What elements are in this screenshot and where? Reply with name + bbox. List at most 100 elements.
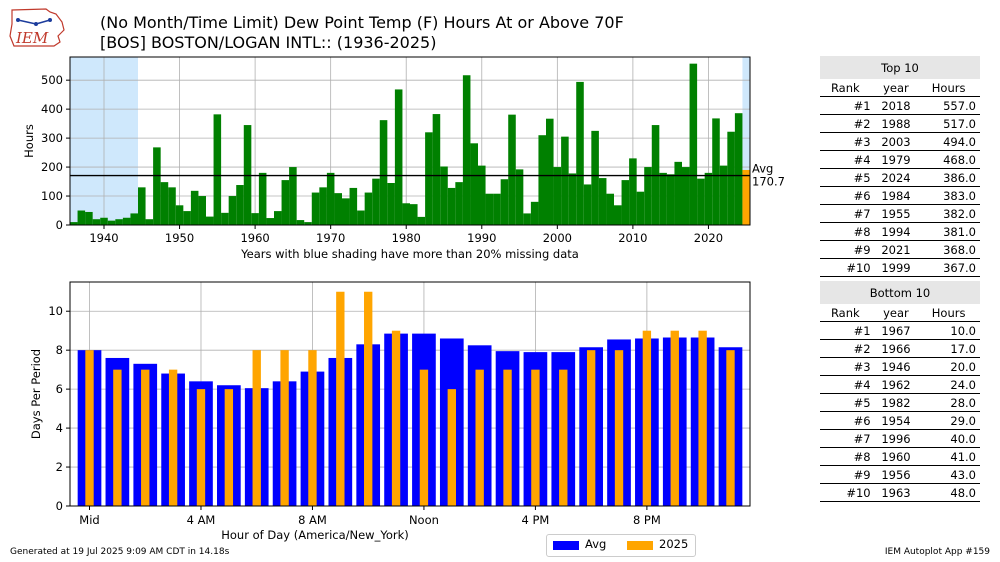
year-bar: [470, 143, 478, 225]
year-bar: [175, 205, 184, 225]
legend-current-swatch: [627, 541, 653, 550]
table-cell: 41.0: [921, 447, 980, 466]
table-cell: 2018: [870, 96, 922, 115]
x-tick-label: 1940: [89, 231, 118, 245]
year-bar: [606, 193, 614, 225]
year-bar: [493, 193, 501, 225]
table-cell: 1946: [870, 357, 922, 376]
current-year-bar: [531, 369, 540, 506]
avg-bar: [105, 357, 130, 506]
year-bar: [153, 147, 161, 225]
table-cell: 28.0: [921, 393, 980, 412]
year-bar: [160, 182, 169, 225]
chart-subtitle: [BOS] BOSTON/LOGAN INTL:: (1936-2025): [100, 33, 437, 52]
year-bar: [274, 211, 282, 225]
table-cell: 17.0: [921, 339, 980, 358]
year-bar: [198, 196, 206, 225]
y-tick-label: 300: [41, 131, 63, 145]
x-tick-label: 2000: [543, 231, 572, 245]
year-bar: [591, 130, 599, 225]
table-cell: #2: [820, 114, 871, 133]
current-year-bar: [503, 369, 512, 506]
current-year-bar: [447, 389, 456, 506]
iem-logo: IEM: [9, 8, 65, 47]
year-bar: [636, 191, 645, 225]
table-cell: 1984: [870, 186, 922, 205]
avg-bar: [272, 381, 297, 506]
year-bar: [689, 63, 698, 226]
year-bar: [546, 118, 554, 225]
table-cell: #4: [820, 150, 871, 169]
table-cell: #8: [820, 447, 871, 466]
avg-bar: [189, 381, 213, 506]
table-cell: 40.0: [921, 429, 980, 448]
year-bar: [266, 218, 274, 225]
chart-title: (No Month/Time Limit) Dew Point Temp (F)…: [100, 13, 624, 32]
top10-column-header: year: [870, 79, 922, 97]
table-cell: #6: [820, 411, 871, 430]
current-year-bar: [726, 350, 735, 506]
year-bar: [364, 192, 373, 225]
year-bar: [107, 220, 116, 225]
avg-bar: [300, 371, 325, 506]
current-year-bar: [364, 291, 373, 506]
current-year-bar: [85, 350, 94, 506]
y-tick-label: 10: [48, 304, 63, 318]
year-bar: [387, 183, 395, 225]
year-bar: [183, 211, 191, 225]
avg-bar: [384, 333, 408, 506]
table-cell: #6: [820, 186, 871, 205]
year-bar: [530, 201, 539, 225]
year-bar: [568, 173, 577, 225]
bottom10-column-header: Rank: [820, 304, 871, 322]
year-bar: [213, 114, 222, 225]
x-axis-label: Hour of Day (America/New_York): [221, 528, 409, 542]
avg-bar: [356, 344, 381, 506]
table-cell: 1967: [870, 321, 922, 340]
y-tick-label: 500: [41, 73, 63, 87]
top10-column-header: Rank: [820, 79, 871, 97]
y-tick-label: 4: [56, 421, 63, 435]
year-bar: [122, 217, 131, 225]
table-cell: 494.0: [921, 132, 980, 151]
avg-bar: [495, 351, 520, 506]
year-bar: [704, 172, 713, 225]
table-cell: 48.0: [921, 483, 980, 502]
year-bar: [644, 167, 652, 225]
year-bar: [425, 132, 433, 225]
year-bar: [281, 180, 290, 225]
generated-footer: Generated at 19 Jul 2025 9:09 AM CDT in …: [10, 547, 230, 557]
current-year-bar: [113, 369, 122, 506]
table-cell: #8: [820, 222, 871, 241]
table-row: #1 2018 557.0: [820, 96, 980, 115]
legend-avg-label: Avg: [585, 537, 607, 551]
top10-table: Top 10 Rank year Hours #1 2018 557.0 #2 1988 517…: [820, 56, 980, 277]
year-bar: [485, 193, 494, 225]
table-cell: #5: [820, 168, 871, 187]
avg-bar: [328, 357, 353, 506]
year-bar: [289, 167, 297, 225]
year-bar: [334, 193, 342, 225]
legend-avg-swatch: [553, 541, 579, 550]
table-cell: 386.0: [921, 168, 980, 187]
year-bar: [734, 113, 743, 225]
table-cell: 1955: [870, 204, 922, 223]
table-row: #1 1967 10.0: [820, 321, 980, 340]
x-tick-label: 4 PM: [521, 513, 549, 527]
year-bar: [70, 222, 78, 225]
table-cell: #4: [820, 375, 871, 394]
year-bar: [168, 187, 176, 225]
table-row: #2 1988 517.0: [820, 114, 980, 133]
average-value-label: 170.7: [752, 175, 785, 189]
avg-bar: [161, 373, 185, 506]
y-tick-label: 6: [56, 382, 63, 396]
avg-bar: [439, 338, 464, 506]
table-cell: #5: [820, 393, 871, 412]
table-cell: #2: [820, 339, 871, 358]
table-cell: #1: [820, 96, 871, 115]
table-row: #2 1966 17.0: [820, 339, 980, 358]
x-tick-label: 2020: [694, 231, 723, 245]
current-year-bar: [391, 330, 401, 506]
current-year-bar: [614, 350, 624, 506]
